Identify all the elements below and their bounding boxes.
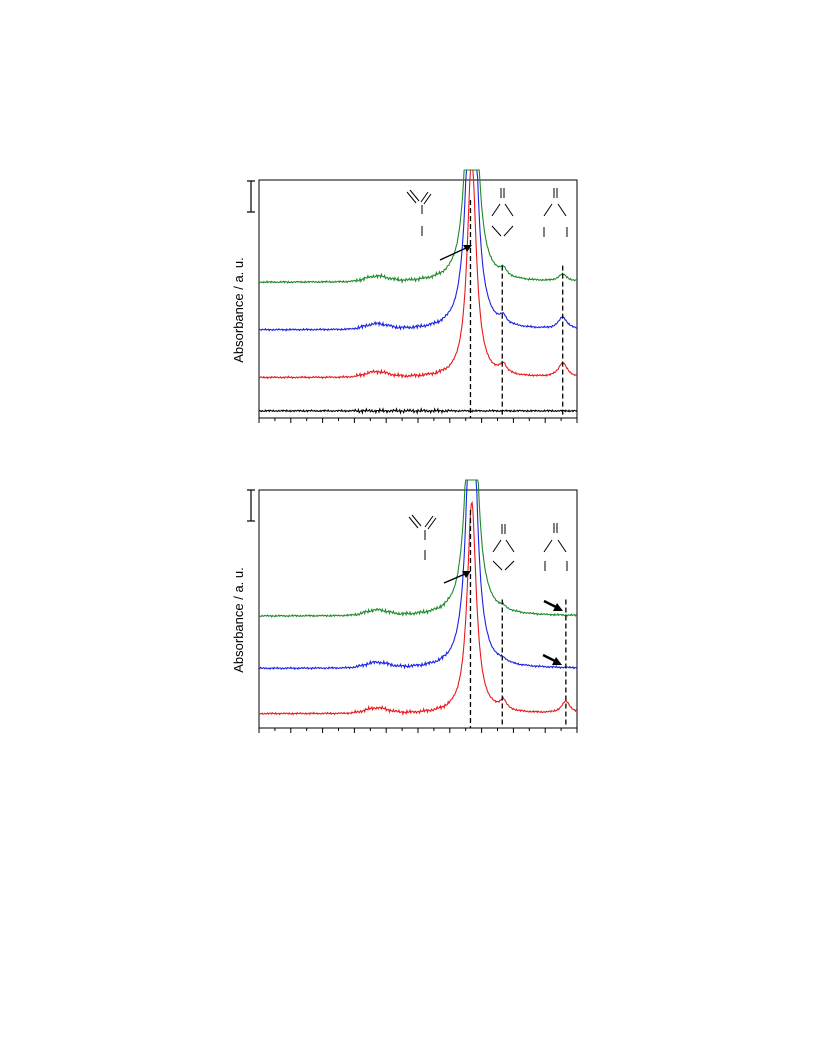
scale-bar	[247, 489, 255, 522]
molecule-structure-1	[408, 514, 437, 560]
panel-top: Absorbance / a. u.	[231, 169, 578, 423]
molecule-structure-2	[492, 524, 515, 571]
spectrum-line	[258, 407, 578, 415]
series-group	[258, 479, 578, 716]
spectrum-line	[258, 479, 578, 671]
annotation-arrow	[443, 571, 471, 584]
annotation-arrow	[439, 245, 472, 261]
molecule-structure-2	[491, 188, 514, 237]
spectrum-line	[258, 479, 578, 618]
x-axis-ticks	[258, 728, 578, 733]
spectrum-line	[258, 169, 578, 284]
molecule-structure-3	[543, 523, 568, 571]
annotation-arrow	[543, 599, 563, 611]
plot-frame	[258, 179, 578, 419]
spectrum-line	[258, 500, 578, 716]
plot-frame	[258, 489, 578, 729]
molecule-structure-3	[543, 188, 568, 237]
series-group	[258, 169, 578, 415]
molecule-structure-1	[406, 189, 432, 236]
y-axis-label: Absorbance / a. u.	[231, 257, 246, 363]
spectrum-line	[258, 169, 578, 332]
panel-bottom: Absorbance / a. u.	[231, 479, 578, 733]
annotation-arrow	[542, 653, 562, 665]
spectrum-line	[258, 169, 578, 380]
reference-lines	[469, 510, 567, 728]
reference-lines	[469, 200, 564, 418]
scale-bar	[247, 180, 255, 213]
x-axis-ticks	[258, 418, 578, 423]
y-axis-label: Absorbance / a. u.	[231, 567, 246, 673]
